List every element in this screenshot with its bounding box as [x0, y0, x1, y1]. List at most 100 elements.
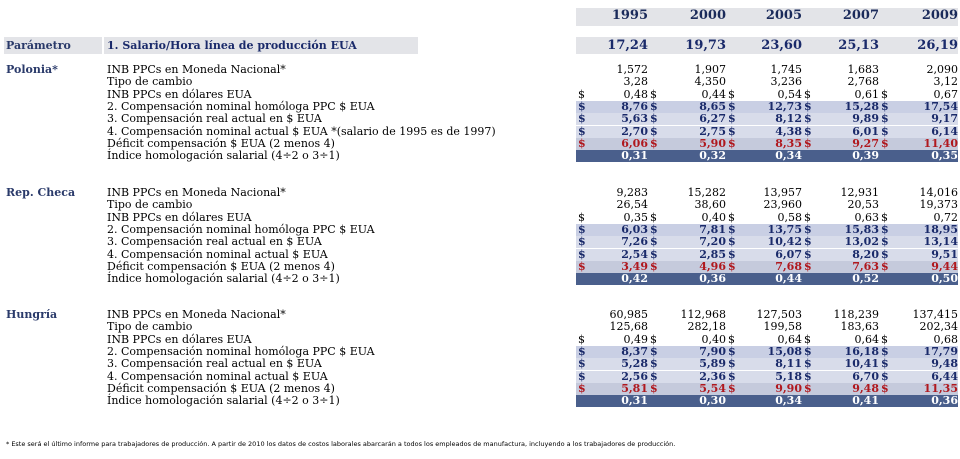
year-1995: 1995	[611, 8, 648, 23]
currency-symbol: $	[804, 210, 811, 224]
cell-value: 4,350	[694, 75, 727, 89]
country-name: Polonia*	[6, 63, 58, 76]
row-label: INB PPCs en Moneda Nacional*	[107, 63, 286, 76]
cell-value: 8,20	[852, 247, 879, 261]
currency-symbol: $	[804, 369, 812, 383]
cell-value: 127,503	[756, 308, 803, 321]
currency-symbol: $	[728, 381, 736, 395]
currency-symbol: $	[728, 369, 736, 383]
row-stripe	[576, 236, 958, 249]
row-label: 4. Compensación nominal actual $ EUA	[107, 247, 328, 261]
cell-value: 8,76	[621, 99, 648, 113]
row-label: INB PPCs en dólares EUA	[107, 210, 252, 224]
row-label: Índice homologación salarial (4÷2 o 3÷1)	[107, 272, 340, 286]
cell-value: 0,63	[854, 210, 880, 224]
row-label: 3. Compensación real actual en $ EUA	[107, 235, 322, 249]
currency-symbol: $	[650, 124, 658, 138]
currency-symbol: $	[881, 381, 889, 395]
currency-symbol: $	[650, 332, 657, 346]
currency-symbol: $	[650, 87, 657, 101]
currency-symbol: $	[804, 222, 812, 236]
row-label: INB PPCs en Moneda Nacional*	[107, 186, 286, 199]
currency-symbol: $	[881, 332, 888, 346]
cell-value: 2,56	[621, 369, 648, 383]
currency-symbol: $	[881, 344, 889, 358]
currency-symbol: $	[881, 222, 889, 236]
row-stripe	[576, 100, 958, 113]
currency-symbol: $	[881, 210, 888, 224]
cell-value: 6,44	[931, 369, 958, 383]
cell-value: 2,090	[926, 63, 959, 76]
cell-value: 0,40	[701, 210, 727, 224]
row-label: 3. Compensación real actual en $ EUA	[107, 357, 322, 371]
cell-value: 9,27	[852, 136, 879, 150]
parameter-title: 1. Salario/Hora línea de producción EUA	[107, 39, 357, 52]
cell-value: 2,36	[699, 369, 726, 383]
currency-symbol: $	[578, 381, 586, 395]
currency-symbol: $	[728, 99, 736, 113]
cell-value: 2,70	[621, 124, 648, 138]
currency-symbol: $	[728, 136, 736, 150]
cell-value: 0,36	[931, 394, 958, 408]
currency-symbol: $	[881, 99, 889, 113]
cell-value: 18,95	[923, 222, 958, 236]
cell-value: 5,90	[699, 136, 726, 150]
row-stripe	[576, 382, 958, 395]
currency-symbol: $	[804, 357, 812, 371]
parameter-value: 17,24	[607, 38, 648, 53]
parameter-label: Parámetro	[6, 39, 71, 52]
cell-value: 137,415	[912, 308, 959, 321]
cell-value: 13,02	[844, 235, 879, 249]
currency-symbol: $	[881, 235, 889, 249]
cell-value: 1,745	[770, 63, 803, 76]
cell-value: 0,36	[699, 272, 726, 286]
cell-value: 7,26	[621, 235, 648, 249]
cell-value: 7,81	[699, 222, 726, 236]
currency-symbol: $	[804, 136, 812, 150]
currency-symbol: $	[728, 344, 736, 358]
currency-symbol: $	[804, 87, 811, 101]
country-name: Rep. Checa	[6, 186, 76, 199]
cell-value: 9,48	[931, 357, 958, 371]
cell-value: 0,68	[933, 332, 959, 346]
year-2000: 2000	[689, 8, 726, 23]
cell-value: 0,32	[699, 149, 726, 163]
cell-value: 6,06	[621, 136, 648, 150]
currency-symbol: $	[578, 259, 586, 273]
currency-symbol: $	[578, 124, 586, 138]
currency-symbol: $	[650, 235, 658, 249]
currency-symbol: $	[578, 344, 586, 358]
cell-value: 9,17	[931, 112, 958, 126]
cell-value: 0,34	[775, 394, 802, 408]
cell-value: 13,75	[767, 222, 802, 236]
cell-value: 7,20	[699, 235, 726, 249]
currency-symbol: $	[650, 369, 658, 383]
cell-value: 118,239	[833, 308, 880, 321]
cell-value: 2,85	[699, 247, 726, 261]
cell-value: 0,50	[931, 272, 958, 286]
currency-symbol: $	[804, 344, 812, 358]
parameter-value: 19,73	[685, 38, 726, 53]
cell-value: 15,28	[844, 99, 879, 113]
row-stripe	[576, 260, 958, 273]
row-label: Índice homologación salarial (4÷2 o 3÷1)	[107, 149, 340, 163]
currency-symbol: $	[578, 247, 586, 261]
cell-value: 3,28	[623, 75, 649, 89]
row-stripe	[576, 358, 958, 371]
cell-value: 8,12	[775, 112, 802, 126]
cell-value: 1,907	[694, 63, 727, 76]
currency-symbol: $	[578, 136, 586, 150]
cell-value: 8,11	[775, 357, 802, 371]
currency-symbol: $	[578, 99, 586, 113]
cell-value: 14,016	[919, 186, 959, 199]
currency-symbol: $	[578, 210, 585, 224]
cell-value: 0,31	[621, 394, 648, 408]
cell-value: 0,31	[621, 149, 648, 163]
cell-value: 9,90	[775, 381, 802, 395]
cell-value: 4,96	[699, 259, 726, 273]
row-label: Tipo de cambio	[107, 75, 193, 89]
cell-value: 9,48	[852, 381, 879, 395]
cell-value: 15,282	[687, 186, 727, 199]
cell-value: 13,957	[763, 186, 803, 199]
cell-value: 202,34	[919, 320, 959, 334]
